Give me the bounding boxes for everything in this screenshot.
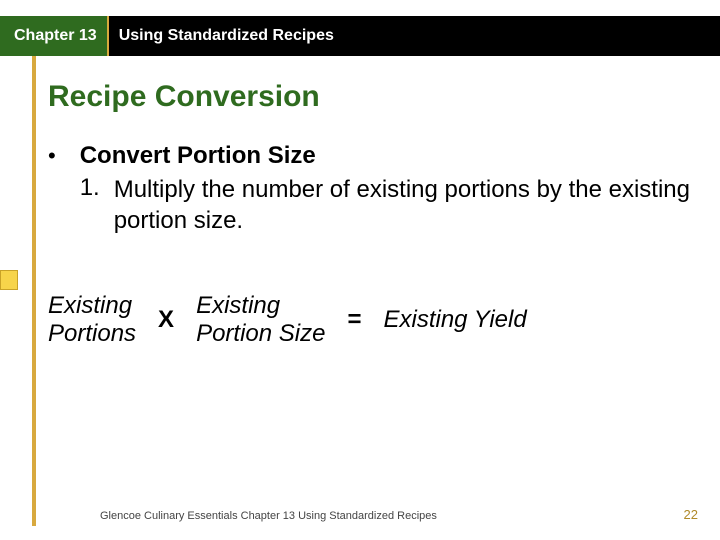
step-row: 1. Multiply the number of existing porti… — [80, 174, 700, 236]
bullet-marker: • — [48, 142, 56, 170]
term1-line1: Existing — [48, 292, 132, 319]
equation-term-existing-portion-size: Existing Portion Size — [196, 292, 325, 347]
footer-page-number: 22 — [684, 507, 698, 522]
chapter-title: Using Standardized Recipes — [109, 27, 334, 45]
step-number: 1. — [80, 174, 114, 202]
side-tab-marker — [0, 270, 18, 290]
footer-source: Glencoe Culinary Essentials Chapter 13 U… — [100, 510, 437, 522]
step-text: Multiply the number of existing portions… — [114, 174, 700, 236]
bullet-body: Convert Portion Size 1. Multiply the num… — [80, 142, 700, 236]
term1-line2: Portions — [48, 320, 136, 347]
slide-title: Recipe Conversion — [48, 80, 700, 114]
term2-line1: Existing — [196, 292, 280, 319]
equation-row: Existing Portions X Existing Portion Siz… — [48, 292, 700, 347]
equation-operator-multiply: X — [136, 306, 196, 334]
chapter-label: Chapter 13 — [14, 27, 97, 45]
equation-term-existing-portions: Existing Portions — [48, 292, 136, 347]
header-bar: Chapter 13 Using Standardized Recipes — [0, 16, 720, 56]
footer: Glencoe Culinary Essentials Chapter 13 U… — [100, 507, 698, 522]
term2-line2: Portion Size — [196, 320, 325, 347]
vertical-accent-rule — [32, 56, 36, 526]
bullet-heading: Convert Portion Size — [80, 142, 700, 170]
equation-operator-equals: = — [325, 306, 383, 334]
chapter-number-block: Chapter 13 — [0, 16, 109, 56]
equation-term-existing-yield: Existing Yield — [383, 306, 526, 334]
slide-content: Recipe Conversion • Convert Portion Size… — [48, 80, 700, 348]
bullet-item: • Convert Portion Size 1. Multiply the n… — [48, 142, 700, 236]
